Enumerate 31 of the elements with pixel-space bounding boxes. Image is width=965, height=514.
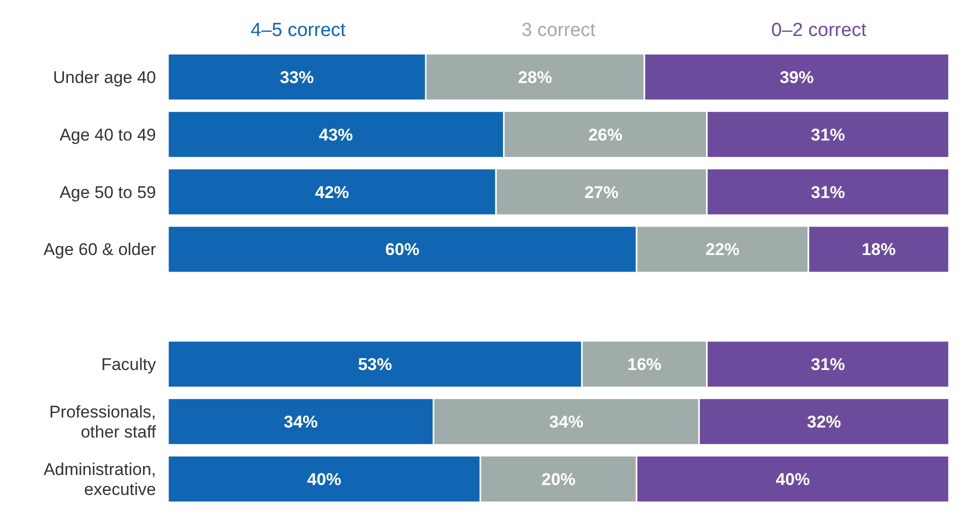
y-tick-label: Age 60 & older — [44, 240, 156, 260]
y-tick-label: Faculty — [101, 355, 156, 374]
data-label: 40% — [776, 470, 810, 489]
data-label: 43% — [318, 125, 353, 144]
y-tick-label: Under age 40 — [52, 68, 156, 87]
data-label: 31% — [810, 355, 845, 374]
data-label: 32% — [807, 412, 842, 432]
y-tick-label: Administration, executive — [44, 460, 156, 499]
series-label: 4–5 correct — [250, 20, 346, 41]
data-label: 33% — [280, 68, 314, 87]
data-label: 27% — [584, 182, 618, 202]
data-label: 16% — [627, 355, 662, 374]
data-label: 40% — [307, 470, 342, 489]
data-label: 31% — [810, 182, 845, 202]
data-label: 42% — [314, 182, 350, 202]
y-tick-label: Professionals, other staff — [49, 402, 156, 442]
data-label: 20% — [541, 470, 576, 489]
data-label: 26% — [588, 125, 622, 144]
data-label: 34% — [284, 412, 318, 432]
data-label: 28% — [518, 68, 552, 87]
data-label: 53% — [358, 355, 392, 374]
series-label: 3 correct — [522, 20, 596, 41]
data-label: 39% — [780, 68, 814, 87]
data-label: 34% — [549, 412, 584, 432]
y-tick-label: Age 40 to 49 — [60, 125, 156, 144]
y-tick-label: Age 50 to 59 — [60, 182, 156, 202]
data-label: 18% — [862, 240, 896, 260]
data-label: 22% — [705, 240, 740, 260]
series-label: 0–2 correct — [771, 20, 868, 41]
data-label: 31% — [810, 125, 845, 144]
data-label: 60% — [385, 240, 420, 260]
